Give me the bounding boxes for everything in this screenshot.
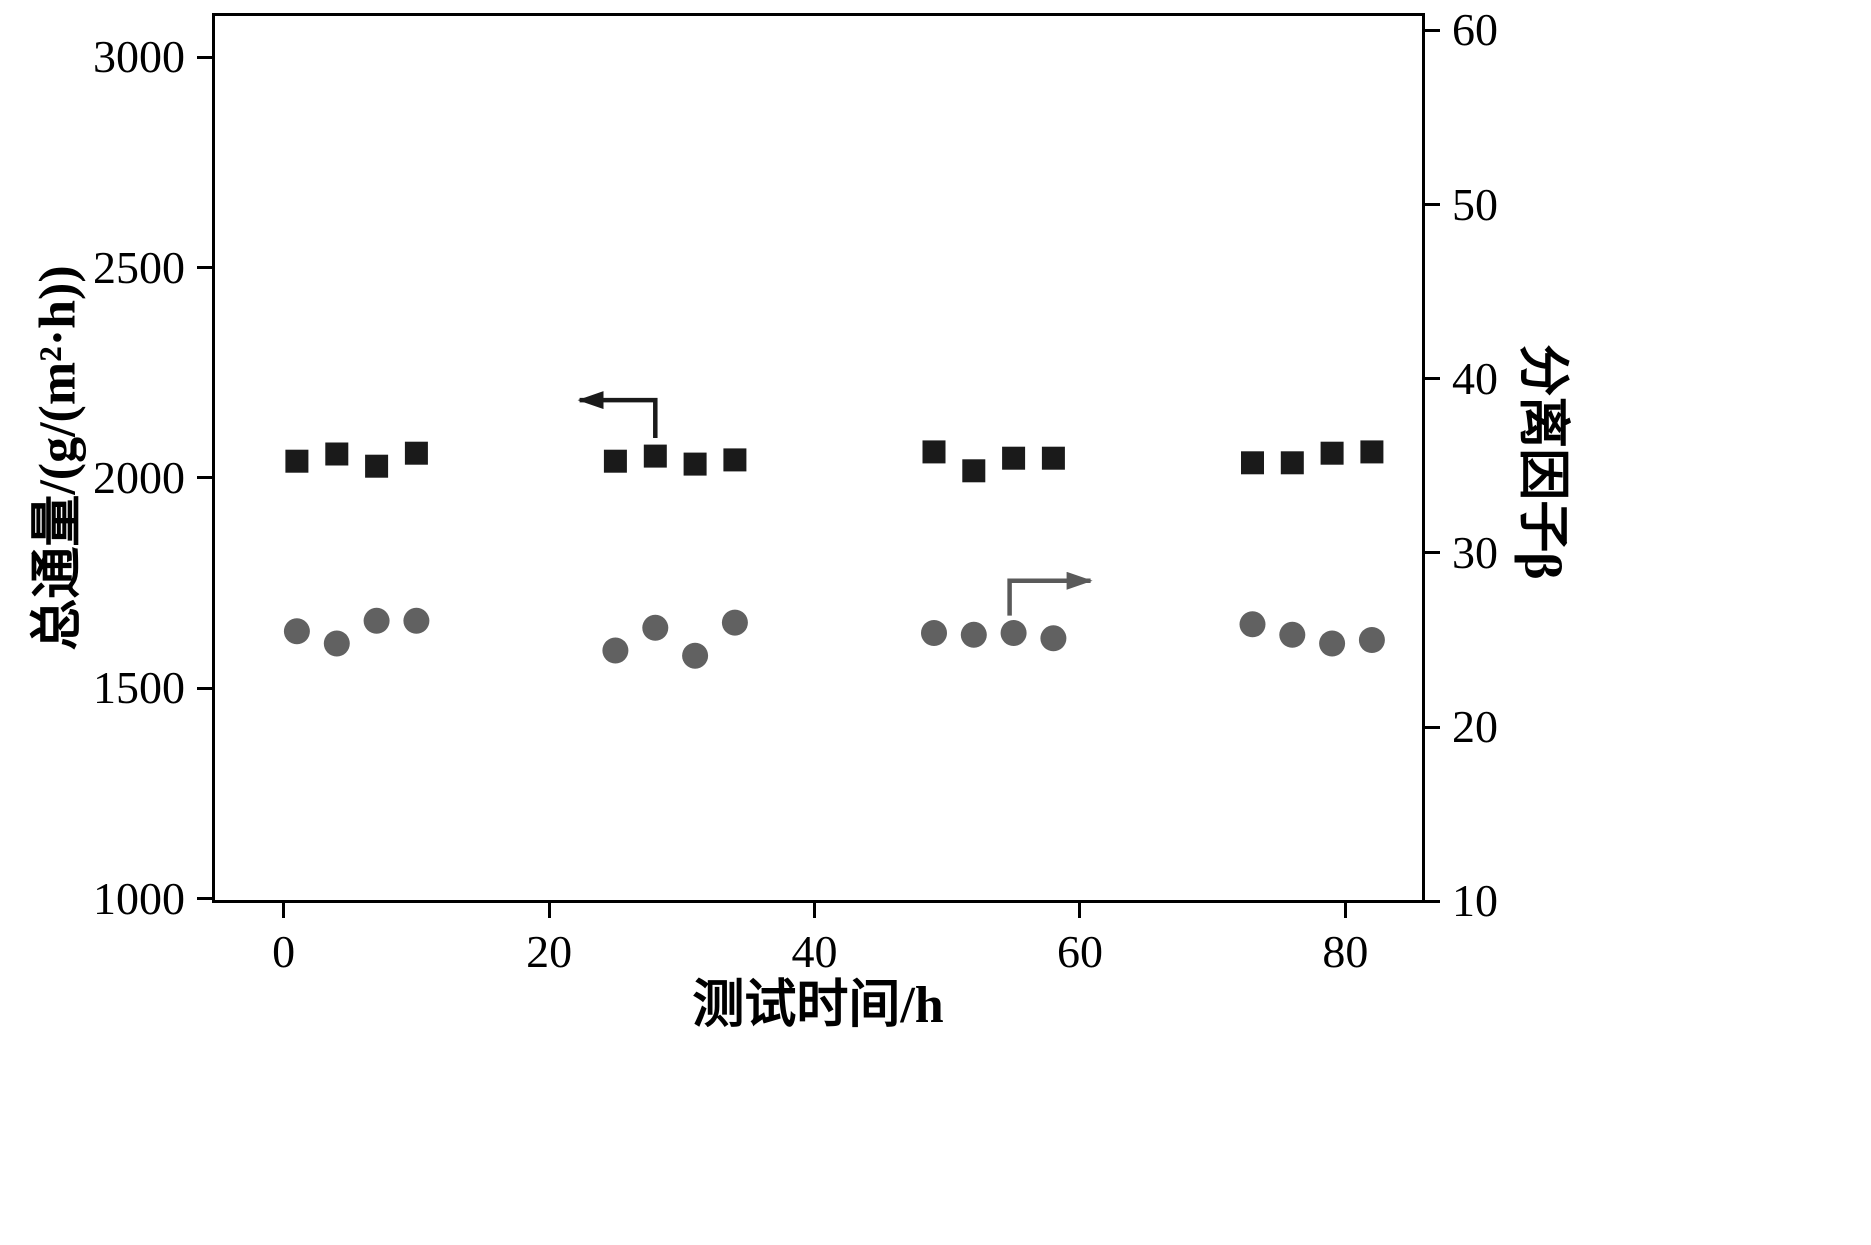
right-axis-tick	[1425, 203, 1440, 207]
beta-point	[960, 621, 987, 648]
x-axis-tick-label: 0	[272, 926, 296, 977]
x-axis-tick	[813, 903, 817, 918]
beta-point	[721, 609, 748, 636]
x-axis-tick	[1343, 903, 1347, 918]
right-axis-tick-label: 50	[1452, 178, 1498, 230]
flux-point	[723, 448, 747, 472]
beta-point	[363, 607, 390, 634]
right-axis-tick	[1425, 377, 1440, 381]
flux-point	[365, 454, 389, 478]
flux-point	[603, 449, 627, 473]
flux-point	[1002, 446, 1026, 470]
beta-point	[1000, 620, 1027, 646]
left-axis-tick	[197, 686, 212, 690]
right-axis-tick	[1425, 899, 1440, 903]
beta-point	[682, 642, 709, 669]
flux-point	[285, 449, 309, 473]
flux-point	[1041, 446, 1065, 470]
left-axis-tick	[197, 266, 212, 270]
x-axis-title: 测试时间/h	[692, 977, 944, 1034]
beta-point	[1279, 621, 1306, 648]
x-axis-tick	[282, 903, 286, 918]
beta-point	[323, 630, 350, 657]
beta-point	[403, 607, 430, 634]
x-axis-tick-label: 80	[1322, 926, 1369, 977]
flux-point	[643, 444, 667, 468]
left-axis-tick	[197, 897, 212, 901]
left-axis-tick-label: 1000	[93, 872, 185, 924]
right-axis-tick-label: 40	[1452, 352, 1498, 404]
flux-point	[1360, 440, 1384, 464]
x-axis-tick-label: 20	[526, 926, 573, 977]
flux-point	[1280, 451, 1304, 475]
beta-point	[921, 620, 947, 646]
x-axis-tick	[1078, 903, 1082, 918]
left-axis-tick-label: 1500	[93, 662, 185, 714]
left-axis-tick-label: 3000	[93, 31, 185, 83]
right-axis-title: 分离因子β	[1513, 344, 1571, 580]
left-axis-tick-label: 2500	[93, 241, 185, 293]
x-axis-tick-label: 40	[791, 926, 838, 977]
flux-point	[404, 441, 428, 465]
right-axis-tick	[1425, 551, 1440, 555]
beta-point	[283, 618, 310, 645]
beta-point	[602, 637, 629, 664]
right-axis-tick	[1425, 725, 1440, 729]
flux-point	[325, 442, 349, 466]
flux-point	[922, 440, 946, 464]
right-axis-tick	[1425, 28, 1440, 32]
beta-axis-arrow	[1007, 571, 1093, 616]
x-axis-tick-label: 60	[1056, 926, 1103, 977]
right-axis-tick-label: 10	[1452, 875, 1498, 927]
chart-svg	[283, 391, 1385, 669]
plot-canvas	[212, 13, 1425, 903]
flux-point	[1241, 451, 1264, 475]
flux-point	[962, 459, 986, 483]
x-axis-tick	[547, 903, 551, 918]
plot-area	[212, 13, 1425, 903]
beta-point	[642, 614, 669, 641]
left-axis-tick	[197, 476, 212, 480]
flux-axis-arrow	[577, 391, 658, 438]
left-axis-tick-label: 2000	[93, 451, 185, 503]
flux-point	[683, 452, 707, 476]
beta-point	[1319, 630, 1346, 657]
right-axis-tick-label: 60	[1452, 4, 1498, 56]
flux-point	[1320, 441, 1344, 465]
right-axis-tick-label: 20	[1452, 701, 1498, 753]
left-axis-tick	[197, 55, 212, 59]
beta-point	[1358, 627, 1385, 653]
right-axis-tick-label: 30	[1452, 526, 1498, 578]
beta-point	[1040, 625, 1067, 652]
beta-point	[1239, 611, 1266, 638]
